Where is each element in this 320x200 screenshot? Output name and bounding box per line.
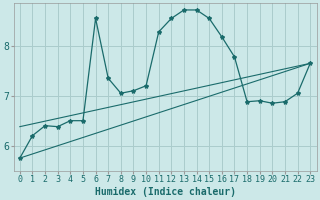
X-axis label: Humidex (Indice chaleur): Humidex (Indice chaleur) — [94, 186, 236, 197]
